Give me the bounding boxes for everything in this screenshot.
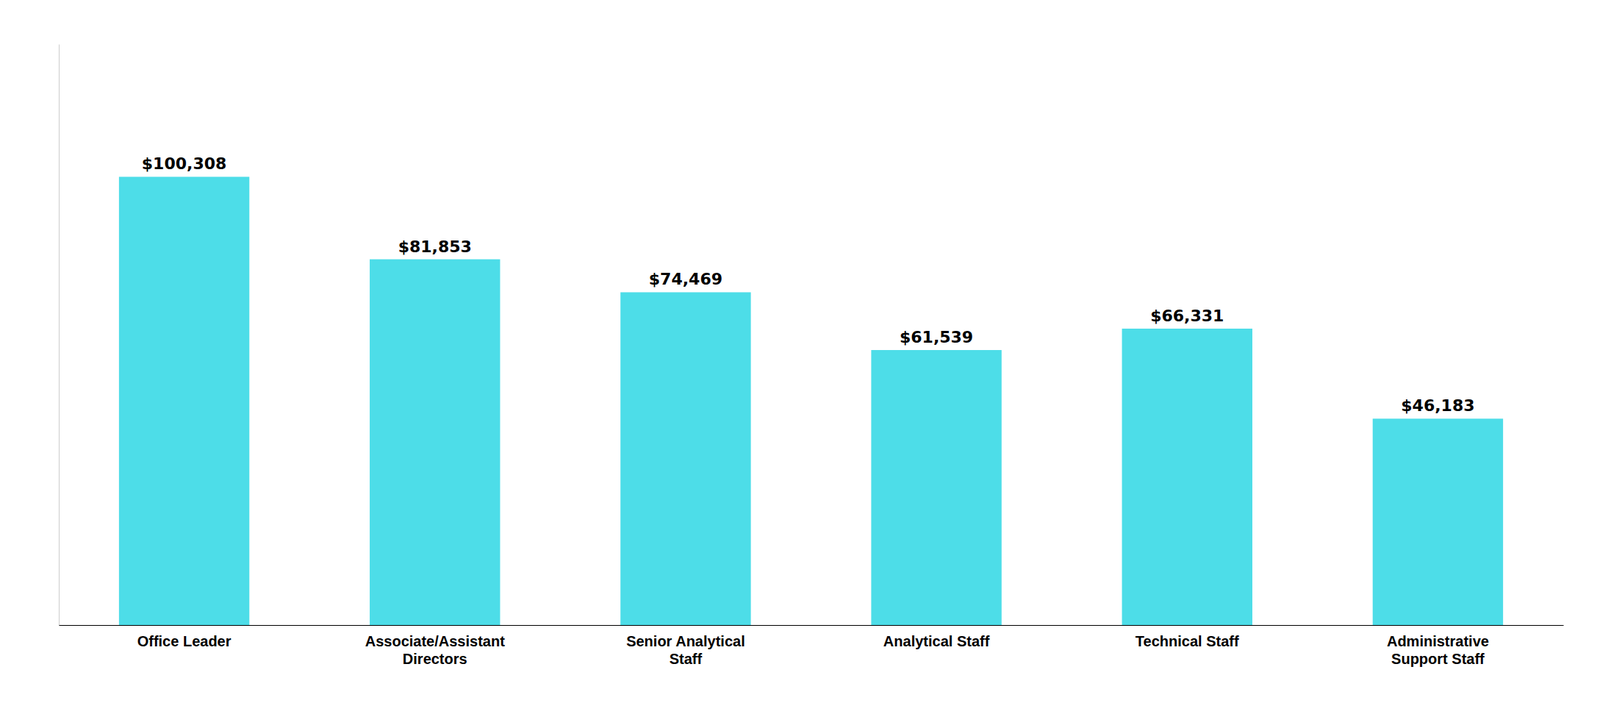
x-tick-label-line: Technical Staff — [1135, 632, 1240, 649]
chart: Office Leader Associate/AssistantDirector… — [0, 0, 1600, 728]
x-tick-label-line: Staff — [669, 650, 703, 667]
data-label: $46,183 — [1400, 396, 1475, 415]
data-label: $100,308 — [141, 154, 228, 173]
data-label: $81,853 — [398, 237, 472, 256]
x-tick: Senior AnalyticalStaff — [626, 632, 746, 667]
bar — [369, 259, 500, 625]
x-tick-label-line: Analytical Staff — [883, 632, 990, 649]
x-axis: Office Leader Associate/AssistantDirector… — [59, 625, 1564, 668]
x-tick: Analytical Staff — [883, 632, 990, 649]
x-tick-label: Associate/AssistantDirectors — [365, 632, 505, 667]
plot-area: Office Leader Associate/AssistantDirector… — [59, 44, 1564, 668]
data-label: $61,539 — [899, 327, 974, 347]
x-tick-label: Senior AnalyticalStaff — [626, 632, 746, 667]
x-tick-label-line: Associate/Assistant — [365, 632, 505, 649]
x-tick: AdministrativeSupport Staff — [1386, 632, 1490, 667]
data-labels: $100,308 $81,853 $74,469 $61,539 $66,331 $46,… — [141, 154, 1476, 415]
bar — [1372, 418, 1503, 625]
data-label: $66,331 — [1150, 306, 1224, 325]
bar — [1122, 328, 1253, 625]
x-tick: Technical Staff — [1135, 632, 1240, 649]
y-axis — [58, 44, 60, 626]
x-axis-line — [59, 624, 1564, 626]
x-tick: Office Leader — [137, 632, 232, 649]
x-tick-label-line: Administrative — [1386, 632, 1490, 649]
y-axis-line — [58, 44, 60, 626]
bar — [870, 349, 1002, 625]
x-tick-label: AdministrativeSupport Staff — [1386, 632, 1490, 667]
x-tick-label-line: Directors — [402, 650, 468, 667]
x-tick-label: Analytical Staff — [883, 632, 990, 649]
x-tick-label-line: Senior Analytical — [626, 632, 746, 649]
data-label: $74,469 — [648, 269, 723, 289]
bar — [620, 291, 751, 625]
bars — [119, 176, 1503, 625]
x-tick-label-line: Support Staff — [1391, 650, 1485, 667]
bar — [119, 176, 250, 625]
x-tick: Associate/AssistantDirectors — [365, 632, 505, 667]
x-tick-label-line: Office Leader — [137, 632, 232, 649]
x-tick-label: Technical Staff — [1135, 632, 1240, 649]
x-tick-label: Office Leader — [137, 632, 232, 649]
